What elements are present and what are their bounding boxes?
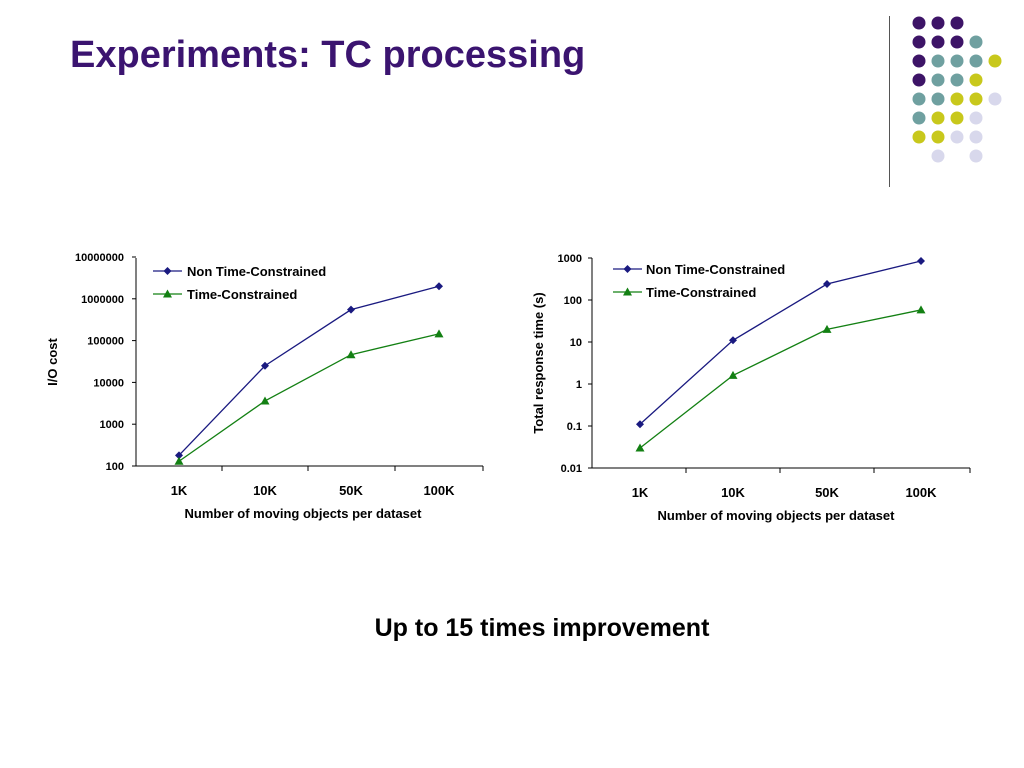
y-tick-label: 0.1 [567, 421, 582, 433]
y-tick-label: 100000 [87, 336, 124, 348]
decor-dot [912, 92, 926, 106]
y-tick-label: 1000 [100, 419, 124, 431]
legend-label-non-time-constrained: Non Time-Constrained [187, 264, 326, 279]
data-point [728, 370, 738, 379]
legend-marker-triangle [623, 287, 632, 296]
data-point [174, 456, 184, 465]
data-point [729, 336, 737, 345]
x-axis-label: Number of moving objects per dataset [185, 506, 423, 521]
decor-dot [988, 54, 1002, 68]
y-tick-label: 10 [570, 337, 582, 349]
data-point [916, 305, 926, 314]
x-tick-label: 1K [171, 483, 188, 498]
data-point [260, 396, 270, 405]
decorative-dot-grid [912, 16, 1002, 163]
y-tick-label: 1000000 [81, 294, 124, 306]
x-tick-label: 50K [815, 485, 839, 500]
decor-dot [969, 35, 983, 49]
legend-label-time-constrained: Time-Constrained [187, 287, 297, 302]
y-tick-label: 10000000 [75, 252, 124, 264]
data-point [917, 256, 925, 265]
decor-dot [912, 73, 926, 87]
x-tick-label: 100K [423, 483, 455, 498]
y-tick-labels: 1000 100 10 1 0.1 0.01 [558, 253, 592, 475]
decor-dot [950, 54, 964, 68]
legend-marker-triangle [163, 289, 172, 298]
slide-title: Experiments: TC processing [70, 34, 586, 76]
io-cost-chart: 10000000 1000000 100000 10000 1000 100 1K 10K 5… [45, 252, 484, 521]
y-tick-label: 1 [576, 379, 582, 391]
decor-dot [950, 73, 964, 87]
y-axis-label: Total response time (s) [531, 292, 546, 433]
data-point [636, 420, 644, 429]
decor-dot [931, 54, 945, 68]
decor-dot [931, 16, 945, 30]
y-tick-label: 1000 [558, 253, 582, 265]
series-line [639, 309, 922, 449]
series-layer [635, 256, 926, 452]
decor-dot [969, 111, 983, 125]
decor-dot [969, 92, 983, 106]
legend: Non Time-Constrained Time-Constrained [613, 262, 785, 300]
series-layer [174, 282, 444, 465]
x-axis-label: Number of moving objects per dataset [658, 508, 896, 523]
data-point [435, 282, 443, 291]
decor-dot [931, 35, 945, 49]
series-line [178, 285, 440, 456]
data-point [261, 361, 269, 370]
decor-dot [950, 130, 964, 144]
slide-caption: Up to 15 times improvement [374, 614, 710, 642]
decor-dot [912, 35, 926, 49]
decor-dot [950, 111, 964, 125]
series-line [639, 260, 922, 425]
x-tick-label: 100K [905, 485, 937, 500]
data-point [635, 443, 645, 452]
x-tick-labels: 1K 10K 50K 100K [171, 466, 484, 498]
data-point [822, 324, 832, 333]
x-tick-label: 50K [339, 483, 363, 498]
decor-dot [912, 111, 926, 125]
legend-label-time-constrained: Time-Constrained [646, 285, 756, 300]
decor-dot [969, 130, 983, 144]
decor-dot [912, 16, 926, 30]
data-point [347, 305, 355, 314]
x-tick-label: 1K [632, 485, 649, 500]
decor-dot [931, 111, 945, 125]
y-tick-label: 10000 [93, 377, 124, 389]
legend-label-non-time-constrained: Non Time-Constrained [646, 262, 785, 277]
data-point [175, 451, 183, 460]
decor-dot [969, 149, 983, 163]
decor-dot [912, 54, 926, 68]
decor-dot [931, 92, 945, 106]
decor-dot [950, 92, 964, 106]
x-tick-label: 10K [721, 485, 745, 500]
decor-dot [950, 35, 964, 49]
y-tick-label: 100 [564, 295, 582, 307]
legend-marker-diamond [623, 265, 632, 273]
legend: Non Time-Constrained Time-Constrained [153, 264, 326, 302]
decor-dot [931, 149, 945, 163]
y-tick-label: 100 [106, 461, 124, 473]
response-time-chart: 1000 100 10 1 0.1 0.01 1K 10K 50K 100K Non Time-… [531, 253, 971, 523]
decor-dot [931, 130, 945, 144]
x-tick-labels: 1K 10K 50K 100K [632, 468, 971, 500]
decor-dot [912, 130, 926, 144]
data-point [346, 350, 356, 359]
decorative-divider-line [889, 16, 890, 187]
decor-dot [950, 16, 964, 30]
legend-marker-diamond [163, 267, 172, 275]
x-tick-label: 10K [253, 483, 277, 498]
series-line [178, 333, 440, 462]
data-point [823, 280, 831, 289]
decor-dot [931, 73, 945, 87]
decor-dot [969, 54, 983, 68]
decor-dot [969, 73, 983, 87]
data-point [434, 329, 444, 338]
y-axis-label: I/O cost [45, 337, 60, 385]
y-tick-label: 0.01 [561, 463, 582, 475]
decor-dot [988, 92, 1002, 106]
y-tick-labels: 10000000 1000000 100000 10000 1000 100 [75, 252, 136, 473]
